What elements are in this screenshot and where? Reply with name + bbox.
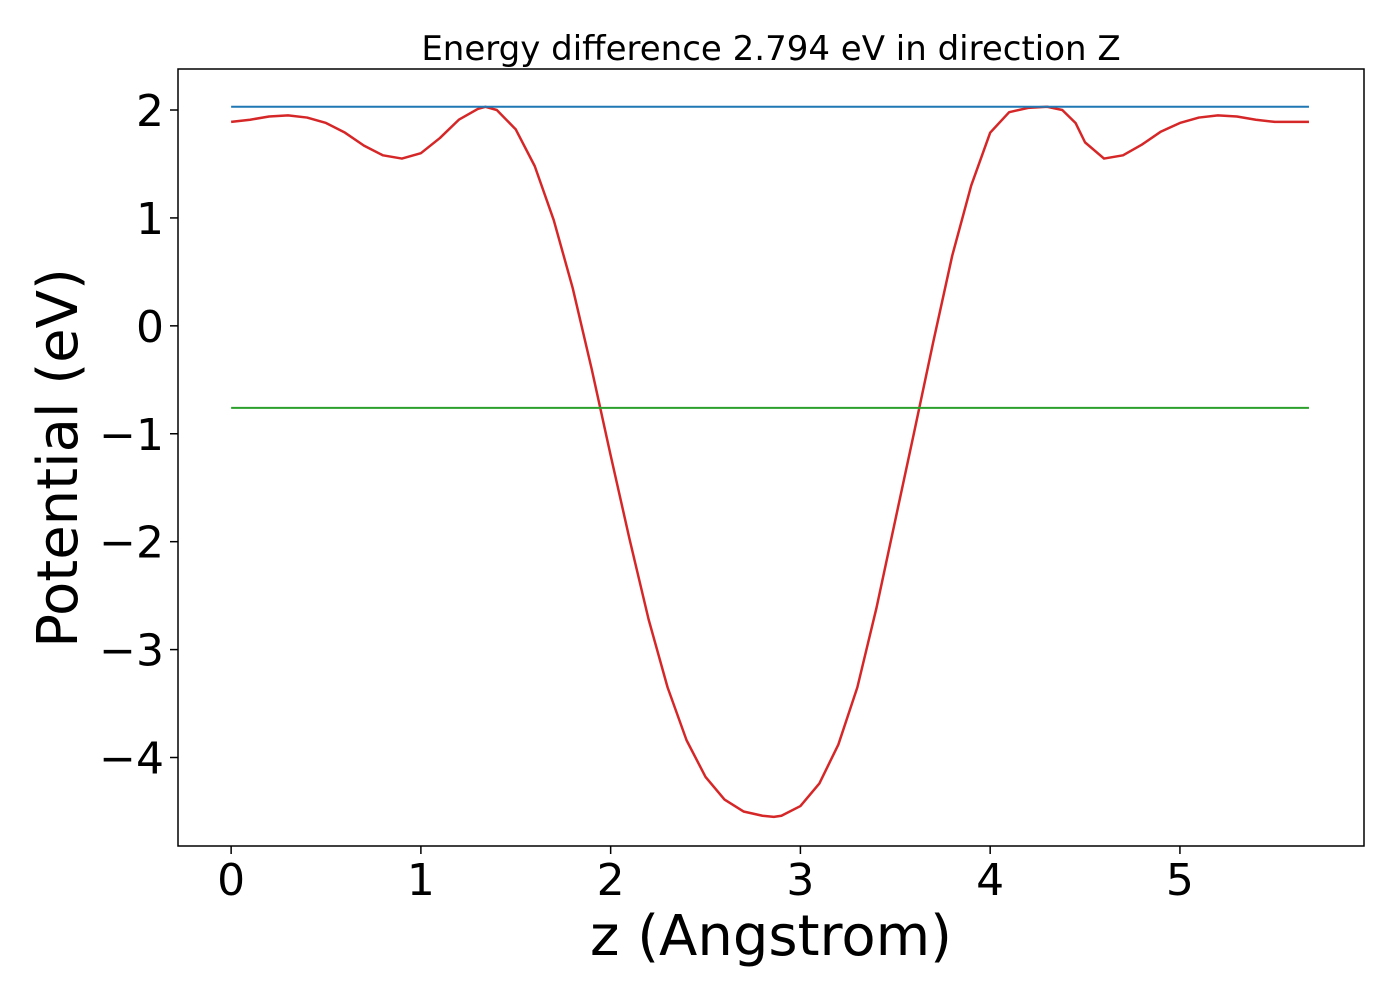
x-axis-ticks: 0 1 2 3 4 5 [217,846,1194,906]
y-axis-title: Potential (eV) [26,268,91,648]
x-tick-label: 4 [976,855,1004,906]
y-tick-label: 1 [136,194,164,245]
chart-title: Energy difference 2.794 eV in direction … [421,29,1120,69]
x-tick-label: 3 [786,855,814,906]
x-axis-title: z (Angstrom) [590,904,952,969]
x-tick-label: 2 [597,855,625,906]
y-tick-label: −3 [99,626,164,677]
y-tick-label: −2 [99,518,164,569]
y-tick-label: 0 [136,302,164,353]
x-tick-label: 5 [1166,855,1194,906]
series-layer [230,105,1309,819]
plot-area-frame [177,68,1365,847]
x-tick-label: 1 [407,855,435,906]
y-axis-ticks: 2 1 0 −1 −2 −3 −4 [99,86,178,785]
x-tick-label: 0 [217,855,245,906]
y-tick-label: 2 [136,86,164,137]
y-tick-label: −1 [99,410,164,461]
series-line-0 [230,105,1309,819]
y-tick-label: −4 [99,734,164,785]
